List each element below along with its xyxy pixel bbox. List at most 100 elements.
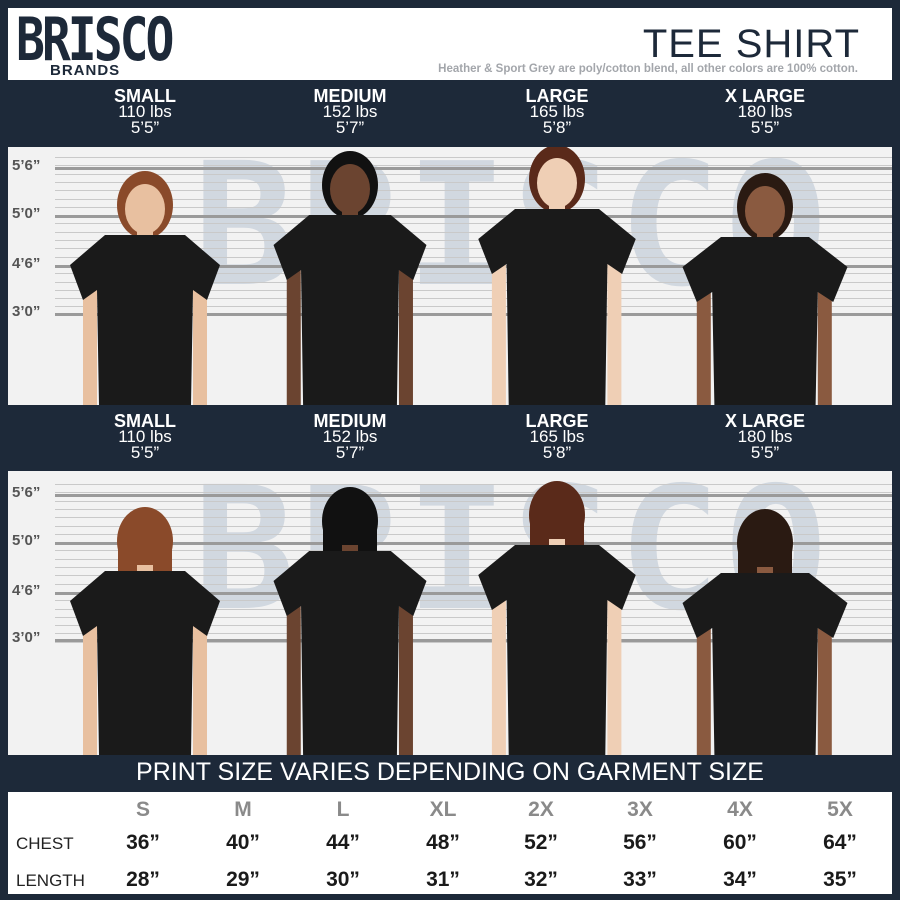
measurement-cell: 44” — [326, 831, 360, 854]
measurement-cell: 52” — [524, 831, 558, 854]
model-front-3 — [682, 173, 848, 405]
model-height: 5’5” — [750, 118, 780, 137]
height-gridline — [55, 157, 892, 158]
height-gridline — [55, 616, 892, 618]
model-height: 5’8” — [542, 118, 572, 137]
size-header: M — [234, 798, 252, 821]
front-view-panel: BRISCO5’6”5’0”4’6”3’0” — [8, 147, 892, 405]
height-gridline — [55, 492, 892, 494]
size-chart-table: S M L XL 2X 3X 4X 5X CHEST 36” 40” 44” 48” 52” 56” 60” 6… — [8, 792, 892, 894]
model-label-0: SMALL 110 lbs 5’5” — [45, 411, 245, 461]
height-gridline — [55, 508, 892, 510]
model-front-0 — [70, 171, 220, 405]
height-mark-label: 5’6” — [12, 157, 41, 174]
height-gridline — [55, 625, 892, 627]
height-gridline — [55, 273, 892, 275]
height-mark-line — [55, 215, 892, 218]
height-gridline — [55, 190, 892, 192]
measurement-cell: 48” — [426, 831, 460, 854]
height-gridline — [55, 240, 892, 241]
measurement-cell: 31” — [426, 868, 460, 891]
height-mark-label: 3’0” — [12, 629, 41, 646]
height-gridline — [55, 206, 892, 208]
model-label-3: X LARGE 180 lbs 5’5” — [665, 87, 865, 137]
height-gridline — [55, 567, 892, 568]
page-title: TEE SHIRT — [642, 22, 860, 66]
size-header: 5X — [827, 798, 853, 821]
height-gridline — [55, 600, 892, 602]
size-header: L — [336, 798, 350, 821]
height-gridline — [55, 641, 892, 643]
size-header: 2X — [528, 798, 554, 821]
height-mark-label: 4’6” — [12, 582, 41, 599]
height-gridline — [55, 165, 892, 167]
model-front-1 — [273, 151, 427, 405]
model-size: MEDIUM — [313, 411, 387, 431]
model-label-2: LARGE 165 lbs 5’8” — [457, 411, 657, 461]
model-height: 5’7” — [335, 443, 365, 462]
fabric-note: Heather & Sport Grey are poly/cotton ble… — [438, 63, 858, 75]
height-gridline — [55, 298, 892, 300]
measurement-cell: 60” — [723, 831, 757, 854]
measurement-cell: 34” — [723, 868, 757, 891]
height-mark-label: 5’6” — [12, 484, 41, 501]
height-mark-label: 5’0” — [12, 205, 41, 222]
measurement-cell: 40” — [226, 831, 260, 854]
height-gridline — [55, 583, 892, 585]
height-gridline — [55, 173, 892, 175]
back-view-panel: BRISCO5’6”5’0”4’6”3’0” — [8, 471, 892, 755]
height-gridline — [55, 198, 892, 200]
model-weight: 110 lbs — [118, 427, 172, 446]
model-height: 5’5” — [130, 118, 160, 137]
height-gridline — [55, 500, 892, 502]
height-gridline — [55, 533, 892, 535]
height-gridline — [55, 248, 892, 250]
height-gridline — [55, 608, 892, 610]
row-label: CHEST — [16, 834, 74, 853]
height-gridline — [55, 289, 892, 291]
measurement-cell: 30” — [326, 868, 360, 891]
height-gridline — [55, 306, 892, 308]
measurement-cell: 35” — [823, 868, 857, 891]
height-gridline — [55, 484, 892, 485]
model-size: X LARGE — [724, 411, 805, 431]
height-mark-line — [55, 265, 892, 268]
model-back-2 — [478, 481, 636, 755]
model-back-1 — [273, 487, 427, 755]
height-mark-label: 3’0” — [12, 303, 41, 320]
height-mark-line — [55, 639, 892, 642]
print-size-note: PRINT SIZE VARIES DEPENDING ON GARMENT S… — [136, 758, 764, 786]
model-size: SMALL — [114, 411, 176, 431]
model-weight: 180 lbs — [737, 102, 793, 121]
height-gridline — [55, 575, 892, 577]
size-header: S — [135, 798, 150, 821]
model-size: SMALL — [114, 86, 176, 106]
height-gridline — [55, 517, 892, 519]
model-label-1: MEDIUM 152 lbs 5’7” — [250, 87, 450, 137]
height-gridline — [55, 256, 892, 258]
height-gridline — [55, 223, 892, 225]
size-header: 4X — [727, 798, 753, 821]
model-label-0: SMALL 110 lbs 5’5” — [45, 86, 245, 137]
model-size: LARGE — [525, 411, 589, 431]
measurement-cell: 33” — [623, 868, 657, 891]
model-weight: 165 lbs — [529, 102, 585, 121]
model-label-1: MEDIUM 152 lbs 5’7” — [250, 411, 450, 462]
height-mark-line — [55, 313, 892, 316]
model-label-2: LARGE 165 lbs 5’8” — [457, 86, 657, 137]
model-weight: 110 lbs — [118, 102, 172, 121]
model-weight: 165 lbs — [529, 427, 585, 446]
height-gridline — [55, 525, 892, 527]
measurement-cell: 32” — [524, 868, 558, 891]
measurement-cell: 64” — [823, 831, 857, 854]
height-gridline — [55, 550, 892, 552]
model-height: 5’7” — [335, 118, 365, 137]
height-mark-line — [55, 542, 892, 545]
model-front-2 — [478, 147, 636, 405]
model-back-0 — [70, 507, 220, 755]
height-mark-label: 4’6” — [12, 255, 41, 272]
model-size: LARGE — [525, 86, 589, 106]
model-weight: 180 lbs — [737, 427, 793, 446]
model-label-3: X LARGE 180 lbs 5’5” — [665, 411, 865, 461]
measurement-cell: 28” — [126, 868, 160, 891]
